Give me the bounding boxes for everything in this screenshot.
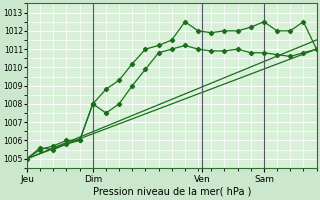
X-axis label: Pression niveau de la mer( hPa ): Pression niveau de la mer( hPa ) bbox=[92, 187, 251, 197]
